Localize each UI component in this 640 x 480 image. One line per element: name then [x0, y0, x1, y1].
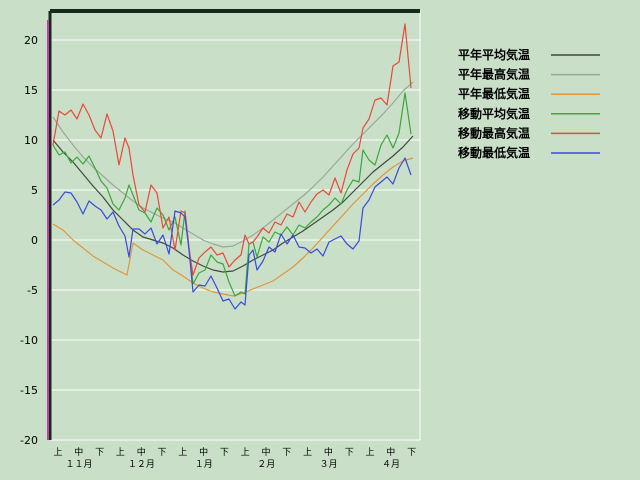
x-period-label: 上	[53, 447, 62, 458]
y-tick-label: 10	[24, 134, 38, 147]
x-month-label: １２月	[128, 459, 155, 470]
x-month-label: １１月	[65, 459, 92, 470]
x-period-label: 下	[95, 448, 104, 458]
legend-label: 移動平均気温	[458, 106, 530, 121]
x-period-label: 下	[407, 448, 416, 458]
y-tick-label: 20	[24, 34, 38, 47]
y-axis-ticks: 20 15 10 5 0 -5 -10 -15 -20	[20, 34, 38, 447]
x-month-label: １月	[195, 459, 213, 470]
top-frame-bar	[50, 9, 420, 13]
x-period-label: 中	[74, 446, 83, 458]
x-period-label: 下	[282, 448, 291, 458]
x-period-label: 中	[324, 446, 333, 458]
y-tick-label: 5	[31, 184, 38, 197]
y-tick-label: -5	[27, 284, 38, 297]
y-tick-label: -20	[20, 434, 38, 447]
x-period-label: 上	[178, 447, 187, 458]
x-period-label: 上	[303, 447, 312, 458]
x-period-label: 中	[386, 446, 395, 458]
x-period-label: 中	[137, 446, 146, 458]
series-line-3	[52, 157, 414, 297]
x-period-label: 上	[365, 447, 374, 458]
x-month-label: ４月	[382, 459, 400, 470]
x-period-label: 中	[261, 446, 270, 458]
y-tick-label: -10	[20, 334, 38, 347]
x-period-label: 下	[157, 448, 166, 458]
series-line-1	[52, 135, 414, 273]
y-tick-label: 0	[31, 234, 38, 247]
legend-label: 平年平均気温	[458, 47, 530, 62]
x-month-label: ３月	[320, 459, 338, 470]
y-tick-label: 15	[24, 84, 38, 97]
x-axis-ticks: 上中下上中下上中下上中下上中下上中下１１月 １２月 １月 ２月 ３月 ４月	[53, 446, 416, 470]
series-lines	[52, 23, 414, 310]
legend-label: 平年最低気温	[458, 86, 530, 101]
series-line-5	[52, 23, 412, 276]
y-tick-label: -15	[20, 384, 38, 397]
legend-label: 移動最低気温	[458, 145, 530, 160]
legend-label: 平年最高気温	[458, 67, 530, 82]
x-period-label: 中	[199, 446, 208, 458]
series-line-6	[52, 157, 412, 310]
series-line-2	[52, 81, 414, 248]
series-line-4	[52, 92, 412, 297]
x-period-label: 上	[116, 447, 125, 458]
legend-label: 移動最高気温	[458, 125, 530, 140]
x-period-label: 下	[220, 448, 229, 458]
grid-lines	[50, 11, 421, 441]
x-period-label: 下	[345, 448, 354, 458]
x-month-label: ２月	[257, 459, 275, 470]
x-period-label: 上	[241, 447, 250, 458]
